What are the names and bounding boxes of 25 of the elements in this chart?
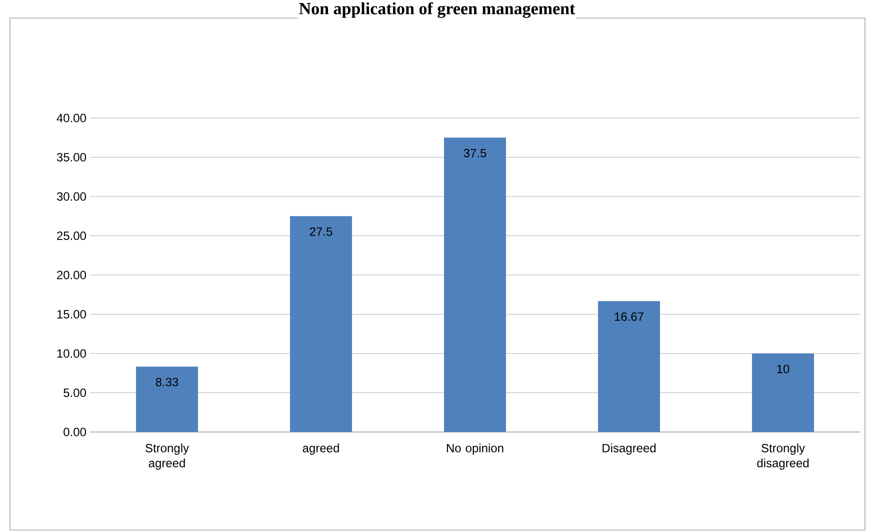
data-label: 8.33 (156, 378, 178, 386)
chart-title: Non application of green management (299, 2, 576, 18)
y-tick-label: 10.00 (57, 349, 86, 358)
y-tick-label: 20.00 (57, 270, 86, 280)
y-tick-label: 25.00 (57, 232, 86, 240)
x-tick-label: Strongly disagreed (757, 444, 809, 470)
x-tick-label: Disagreed (602, 444, 656, 455)
data-label: 10 (777, 364, 790, 374)
data-label: 37.5 (464, 148, 486, 158)
data-label: 16.67 (614, 312, 644, 321)
y-tick-label: 35.00 (56, 153, 86, 162)
y-tick-label: 5.00 (64, 388, 86, 397)
bar (136, 366, 198, 432)
bar (444, 138, 506, 432)
x-tick-label: No opinion (446, 444, 504, 455)
y-tick-label: 0.00 (64, 428, 86, 436)
x-tick-label: agreed (302, 444, 339, 455)
data-label: 27.5 (310, 227, 332, 236)
bar (598, 301, 660, 432)
bar (290, 216, 352, 432)
x-tick-label: Strongly agreed (146, 444, 189, 470)
y-tick-label: 15.00 (57, 310, 86, 318)
y-tick-label: 40.00 (56, 114, 86, 122)
bar (752, 354, 814, 432)
y-tick-label: 30.00 (56, 192, 86, 201)
